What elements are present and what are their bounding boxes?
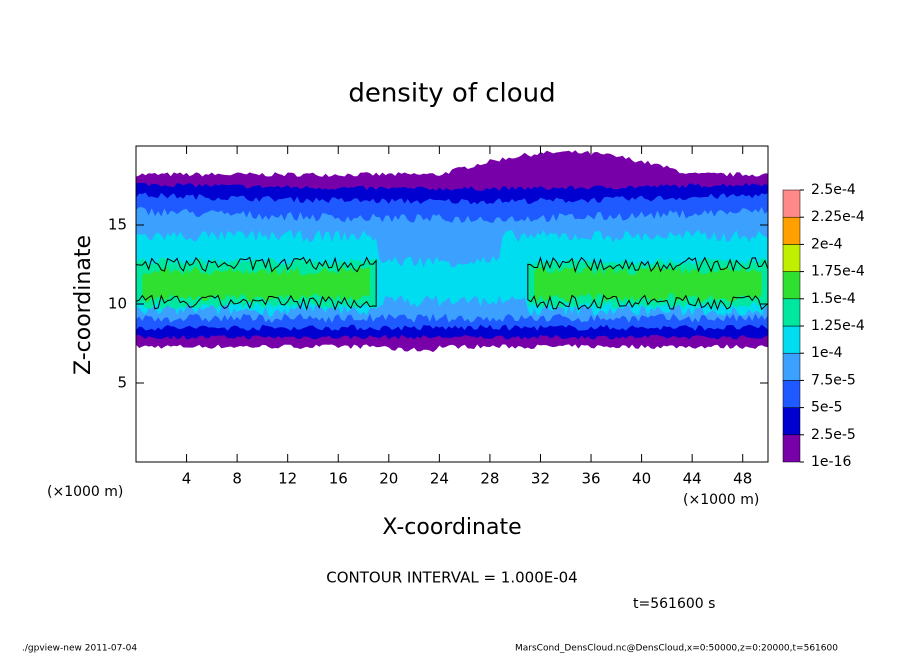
x-tick-label: 20 xyxy=(379,470,398,488)
x-tick-label: 48 xyxy=(733,470,752,488)
x-tick-label: 16 xyxy=(329,470,348,488)
colorbar-box xyxy=(782,352,801,381)
colorbar-label: 5e-5 xyxy=(811,400,842,416)
field-region xyxy=(142,266,370,303)
colorbar-label: 2e-4 xyxy=(811,236,843,252)
contour-line xyxy=(527,256,768,311)
x-tick-label: 32 xyxy=(531,470,550,488)
x-tick-label: 8 xyxy=(232,470,242,488)
colorbar-box xyxy=(782,407,801,436)
x-unit-right: (×1000 m) xyxy=(683,492,759,508)
x-tick-label: 44 xyxy=(683,470,702,488)
colorbar-label: 7.5e-5 xyxy=(811,372,856,388)
colorbar-box xyxy=(782,244,801,272)
contour-line xyxy=(136,256,377,311)
time-label: t=561600 s xyxy=(633,596,715,612)
colorbar-label: 1.25e-4 xyxy=(811,318,865,334)
colorbar-label: 2.25e-4 xyxy=(811,209,865,225)
colorbar-box xyxy=(782,216,801,245)
colorbar-box xyxy=(782,298,801,327)
x-tick-label: 4 xyxy=(182,470,192,488)
colorbar-box xyxy=(782,325,801,354)
colorbar-label: 1e-4 xyxy=(811,345,843,361)
footer-right: MarsCond_DensCloud.nc@DensCloud,x=0:5000… xyxy=(515,644,838,654)
contour-interval: CONTOUR INTERVAL = 1.000E-04 xyxy=(326,569,577,587)
y-axis-label: Z-coordinate xyxy=(71,235,96,375)
colorbar-label: 1.5e-4 xyxy=(811,291,856,307)
colorbar-box xyxy=(782,189,801,218)
colorbar-box xyxy=(782,434,801,463)
colorbar-box xyxy=(782,271,801,300)
field-region xyxy=(534,266,762,303)
colorbar-label: 1e-16 xyxy=(811,454,851,470)
x-tick-label: 28 xyxy=(480,470,499,488)
colorbar-box xyxy=(782,380,801,408)
x-axis-label: X-coordinate xyxy=(382,515,521,540)
x-tick-label: 24 xyxy=(430,470,449,488)
colorbar-label: 2.5e-4 xyxy=(811,182,856,198)
x-tick-label: 40 xyxy=(632,470,651,488)
colorbar-label: 1.75e-4 xyxy=(811,264,865,280)
x-unit-left: (×1000 m) xyxy=(47,484,123,500)
y-tick-label: 5 xyxy=(117,374,127,392)
footer-left: ./gpview-new 2011-07-04 xyxy=(22,644,137,654)
y-tick-label: 15 xyxy=(108,216,127,234)
x-tick-label: 12 xyxy=(278,470,297,488)
chart-title: density of cloud xyxy=(348,79,555,109)
x-tick-label: 36 xyxy=(581,470,600,488)
colorbar-label: 2.5e-5 xyxy=(811,427,856,443)
y-tick-label: 10 xyxy=(108,295,127,313)
